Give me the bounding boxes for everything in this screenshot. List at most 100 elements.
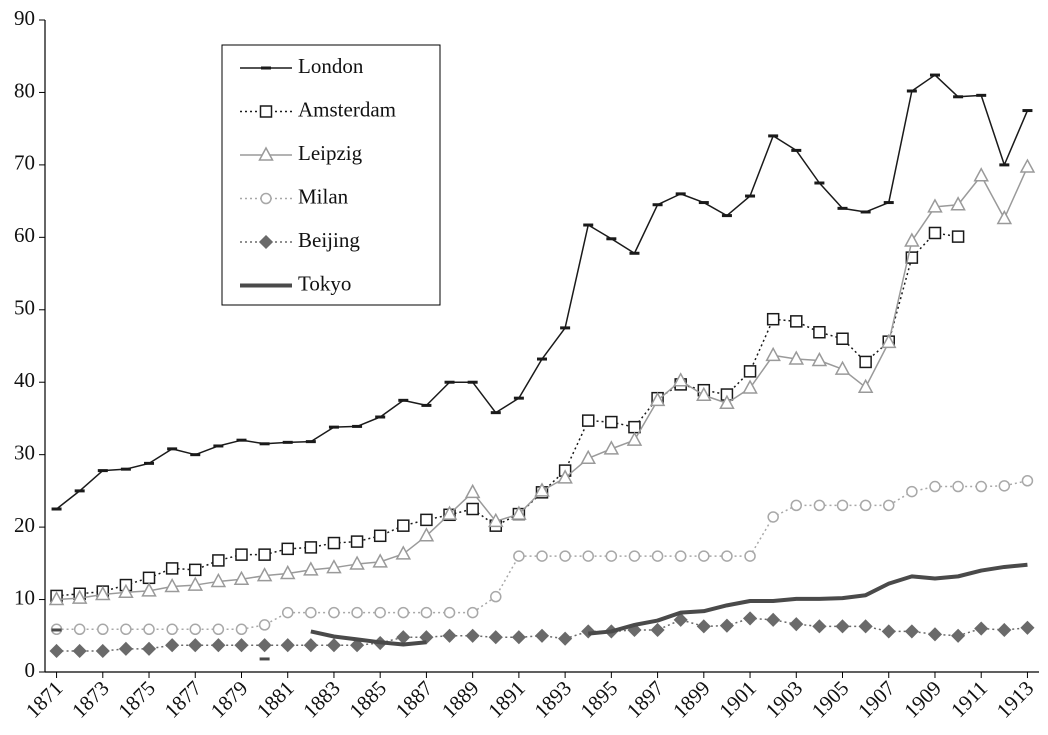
marker: [974, 621, 989, 636]
marker: [951, 628, 966, 643]
marker: [951, 230, 965, 243]
x-tick-label: 1907: [853, 676, 900, 723]
marker: [651, 550, 664, 562]
marker: [233, 570, 250, 586]
marker: [189, 563, 202, 577]
marker: [834, 360, 851, 375]
marker: [420, 606, 433, 619]
marker: [95, 643, 110, 659]
legend-label: Beijing: [298, 228, 360, 252]
marker: [557, 469, 573, 484]
y-tick-label: 20: [14, 513, 35, 537]
marker: [904, 624, 919, 639]
marker: [650, 622, 665, 638]
marker: [72, 643, 87, 659]
marker: [765, 346, 781, 362]
marker: [835, 619, 850, 634]
marker: [812, 619, 827, 634]
marker: [212, 623, 225, 636]
x-tick-label: 1873: [67, 676, 114, 723]
marker: [234, 638, 249, 653]
marker: [466, 502, 479, 516]
marker: [1021, 474, 1034, 487]
x-tick-label: 1903: [761, 676, 808, 723]
marker: [927, 627, 943, 642]
marker: [235, 623, 248, 636]
series-line: [310, 562, 1028, 647]
marker: [280, 638, 295, 653]
marker: [164, 577, 180, 593]
marker: [973, 167, 989, 182]
marker: [766, 312, 780, 326]
marker: [929, 480, 941, 493]
marker: [513, 550, 525, 562]
marker: [767, 511, 779, 523]
marker: [326, 559, 342, 574]
y-tick-label: 50: [14, 296, 35, 320]
legend-label: Leipzig: [298, 141, 363, 165]
marker: [742, 611, 758, 626]
marker: [628, 420, 641, 434]
x-tick-label: 1909: [899, 676, 946, 723]
x-tick-label: 1901: [714, 676, 761, 723]
marker: [511, 630, 526, 645]
marker: [374, 606, 386, 619]
marker: [605, 415, 618, 429]
marker: [1020, 620, 1035, 635]
y-tick-label: 0: [25, 658, 36, 682]
marker: [1019, 158, 1036, 173]
marker: [559, 550, 571, 562]
marker: [49, 643, 64, 659]
marker: [580, 449, 596, 465]
y-tick-label: 30: [14, 440, 35, 464]
marker: [904, 232, 920, 247]
marker: [605, 550, 618, 562]
y-tick-label: 40: [14, 368, 35, 392]
marker: [256, 567, 273, 582]
x-tick-label: 1875: [113, 676, 160, 723]
marker: [258, 146, 274, 161]
marker: [210, 572, 227, 588]
marker: [952, 480, 964, 493]
marker: [466, 606, 479, 619]
marker: [235, 548, 248, 561]
marker: [743, 365, 757, 378]
marker: [418, 527, 435, 542]
marker: [882, 499, 895, 512]
x-tick-label: 1905: [807, 676, 854, 723]
legend-label: Milan: [298, 184, 349, 208]
marker: [788, 350, 805, 365]
marker: [258, 619, 271, 631]
series-line: [56, 74, 1029, 510]
marker: [350, 638, 365, 653]
x-tick-label: 1911: [946, 676, 992, 722]
legend: London Amsterdam Leipzig Milan Beijing Tokyo: [221, 44, 441, 306]
marker: [71, 589, 88, 604]
marker: [836, 332, 849, 346]
marker: [212, 554, 225, 567]
y-tick-label: 90: [14, 6, 35, 30]
marker: [188, 638, 203, 653]
marker: [328, 606, 340, 619]
marker: [511, 505, 527, 520]
marker: [396, 630, 411, 645]
marker: [813, 325, 826, 339]
marker: [649, 391, 666, 407]
legend-label: Amsterdam: [298, 97, 396, 121]
marker: [488, 630, 503, 645]
marker: [373, 529, 387, 543]
marker: [836, 499, 849, 512]
marker: [443, 606, 456, 619]
marker: [996, 209, 1013, 225]
marker: [859, 355, 872, 369]
marker: [950, 196, 966, 211]
marker: [326, 638, 342, 653]
x-tick-label: 1887: [391, 676, 438, 723]
marker: [672, 372, 689, 387]
marker: [165, 562, 179, 575]
marker: [975, 480, 987, 493]
marker: [880, 333, 897, 349]
x-tick-label: 1913: [992, 676, 1039, 723]
marker: [97, 623, 109, 636]
marker: [397, 519, 410, 532]
